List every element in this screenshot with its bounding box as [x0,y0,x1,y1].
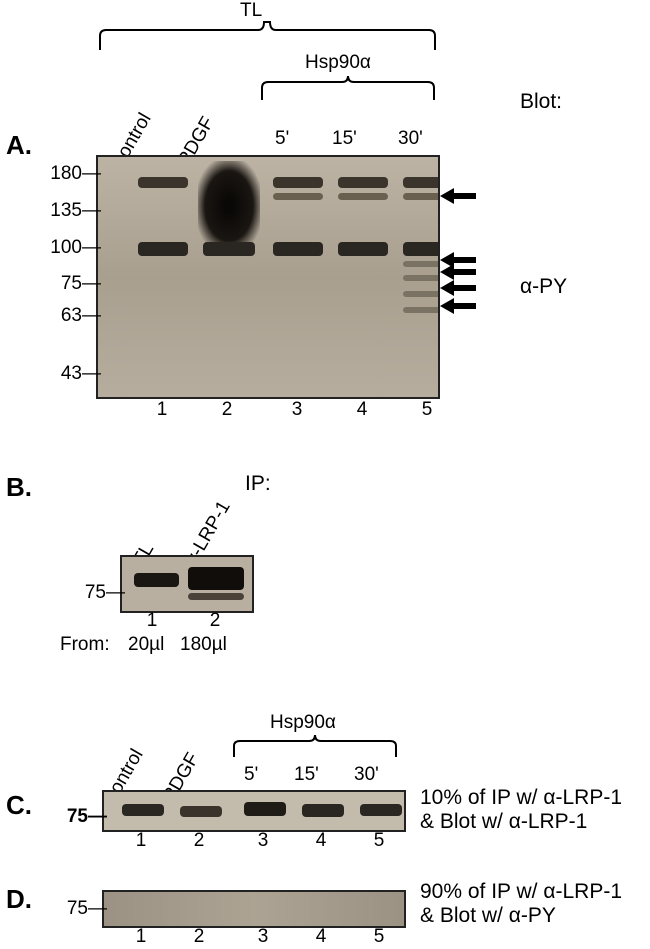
blot-band [134,573,179,587]
panel-a-marker: 75 [42,273,82,295]
panel-c-lane-number: 5 [369,830,389,852]
label-tl: TL [240,0,262,22]
panel-b-letter: B. [6,472,32,503]
panel-d-lane-number: 4 [311,926,331,948]
blot-band [338,242,388,256]
panel-c-lane-number: 3 [253,830,273,852]
label-hsp90a: Hsp90α [305,52,371,74]
panel-b-blot [120,555,254,613]
blot-band [403,193,440,200]
panel-c-side-line2: & Blot w/ α-LRP-1 [420,810,587,834]
panel-b-marker: 75 [72,582,106,604]
tick: — [82,363,101,385]
arrow-icon [440,264,476,280]
panel-a-lane-number: 2 [217,399,237,421]
panel-d-lane-number: 5 [369,926,389,948]
panel-c-lane-label: 5' [244,764,258,786]
panel-a-marker: 63 [42,305,82,327]
tick: — [82,163,101,185]
panel-a-blot-antibody: α-PY [520,275,567,299]
panel-b-ip-label: IP: [245,472,271,496]
panel-c-lane-number: 2 [189,830,209,852]
blot-band [360,804,402,816]
panel-d-lane-number: 1 [131,926,151,948]
panel-a-lane-label: 15' [332,128,357,150]
blot-band [403,275,440,281]
blot-band [338,193,388,200]
bracket-hsp90a [262,76,434,102]
arrow-icon [440,188,476,204]
blot-band [138,177,188,188]
panel-d-lane-number: 2 [189,926,209,948]
panel-b-from-value: 180µl [180,634,227,656]
panel-a-marker: 180 [42,163,82,185]
blot-band [403,177,440,188]
panel-c-marker: 75 [58,806,88,828]
panel-c-lane-number: 1 [131,830,151,852]
panel-c-hsp-label: Hsp90α [270,712,336,734]
panel-c-lane-number: 4 [311,830,331,852]
panel-c-lane-label: 30' [354,764,379,786]
blot-band [403,307,440,313]
blot-band [403,291,440,297]
label-blot: Blot: [520,90,562,114]
panel-d-blot [102,890,406,928]
blot-band [138,242,188,256]
tick: — [82,305,101,327]
blot-band [198,161,260,251]
panel-a-lane-number: 5 [417,399,437,421]
tick: — [106,582,125,604]
panel-a-lane-label: 5' [275,128,289,150]
panel-a-lane-label: 30' [398,128,423,150]
panel-b-lane-number: 1 [142,610,162,632]
panel-a-lane-number: 4 [352,399,372,421]
panel-a-blot [96,155,440,399]
blot-band [180,806,222,817]
arrow-icon [440,298,476,314]
panel-b-lane-number: 2 [205,610,225,632]
blot-band [273,242,323,256]
panel-a-marker: 135 [42,200,82,222]
panel-c-side-line1: 10% of IP w/ α-LRP-1 [420,786,622,810]
panel-d-marker: 75 [58,898,88,920]
panel-d-side-line2: & Blot w/ α-PY [420,904,556,928]
panel-d-lane-number: 3 [253,926,273,948]
panel-a-lane-number: 3 [287,399,307,421]
tick: — [82,273,101,295]
tick: — [82,200,101,222]
panel-c-letter: C. [6,790,32,821]
panel-b-from-value: 20µl [128,634,164,656]
bracket-tl [100,22,435,52]
tick: — [88,806,107,828]
arrow-icon [440,280,476,296]
blot-band [403,261,440,267]
blot-band [203,242,255,256]
blot-band [273,177,323,188]
panel-a-letter: A. [6,130,32,161]
blot-band [273,193,323,200]
blot-band [302,804,344,817]
panel-c-lane-label: 15' [294,764,319,786]
blot-band [188,567,244,590]
blot-band [188,593,244,600]
blot-band [403,242,440,256]
tick: — [88,898,107,920]
blot-band [122,804,164,816]
blot-band [244,802,286,816]
tick: — [82,237,101,259]
bracket-panel-c [234,735,396,759]
panel-b-from-label: From: [60,634,110,656]
panel-a-lane-number: 1 [152,399,172,421]
panel-d-letter: D. [6,884,32,915]
panel-d-side-line1: 90% of IP w/ α-LRP-1 [420,880,622,904]
panel-a-marker: 100 [42,237,82,259]
panel-a-marker: 43 [42,363,82,385]
blot-band [338,177,388,188]
panel-c-blot [102,790,406,832]
